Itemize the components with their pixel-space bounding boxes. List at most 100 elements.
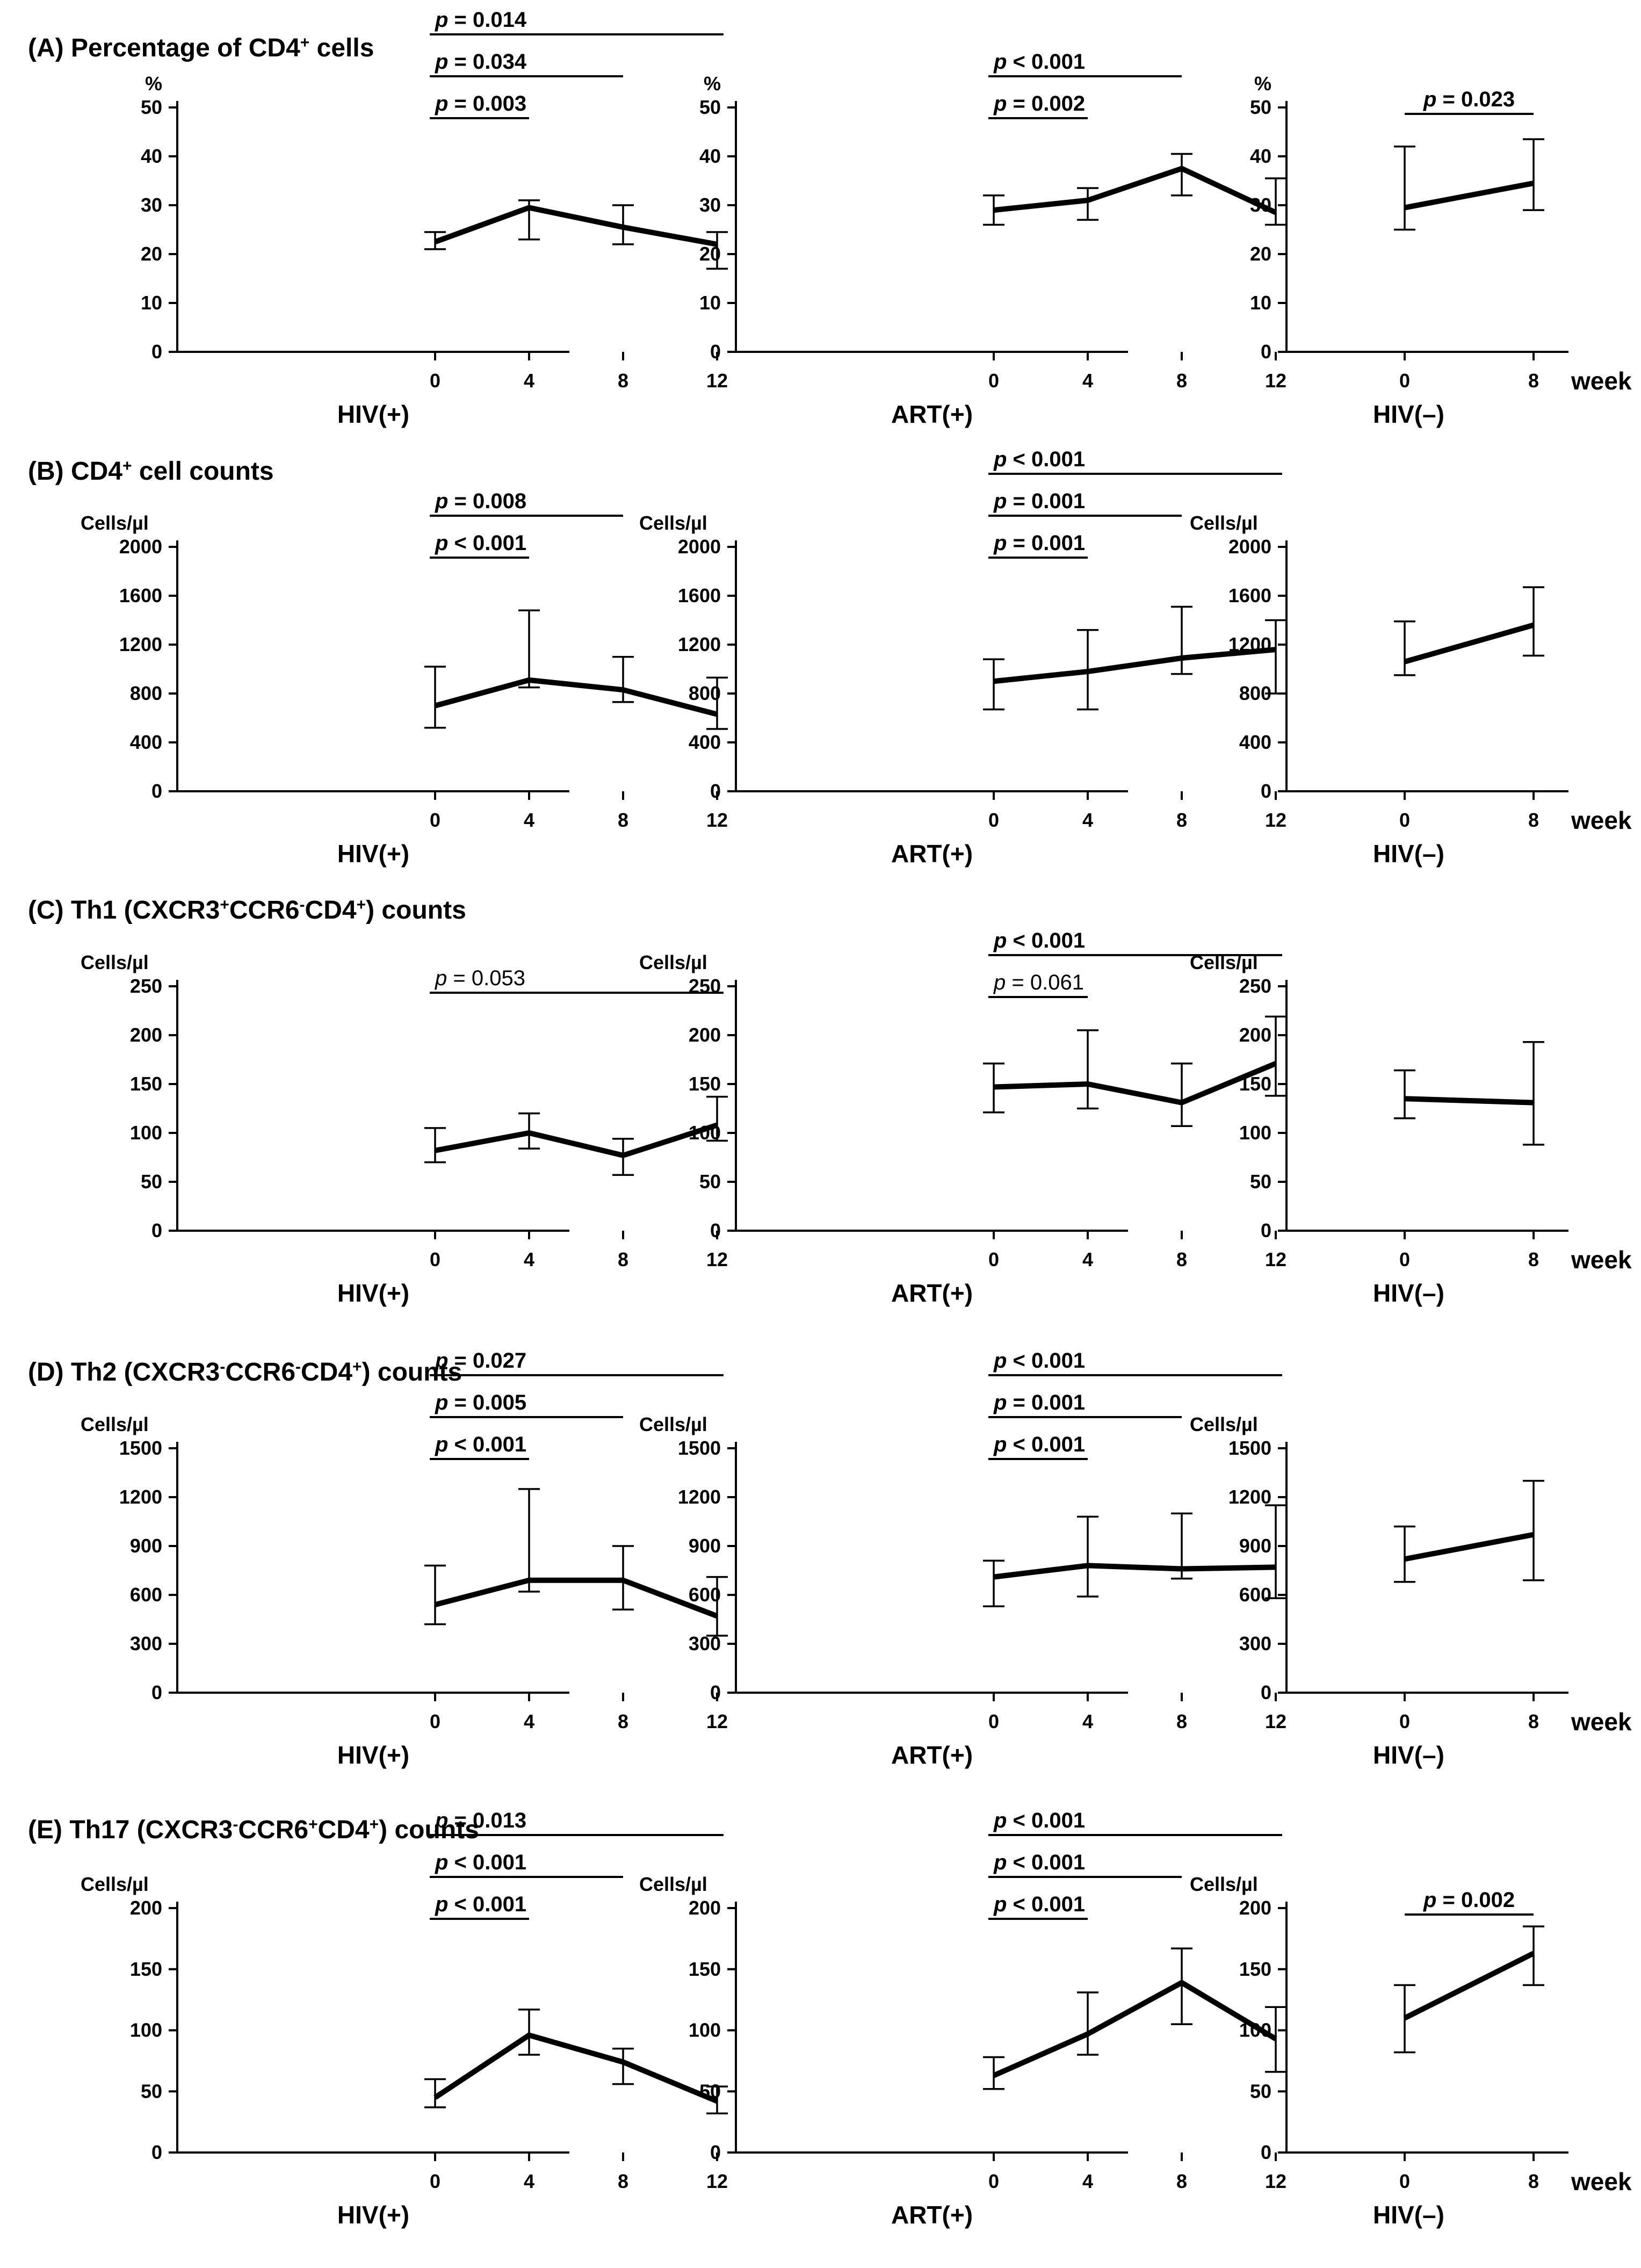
group-label: HIV(+) xyxy=(337,1279,409,1307)
x-tick-label: 4 xyxy=(1082,2170,1093,2192)
y-unit-label: Cells/µl xyxy=(639,1873,707,1895)
y-tick-label: 150 xyxy=(130,1073,162,1095)
y-tick-label: 50 xyxy=(699,2080,721,2102)
p-value: = 0.023 xyxy=(1436,88,1515,111)
x-tick-label: 8 xyxy=(1176,1248,1187,1270)
p-value-label: p = 0.013 xyxy=(435,1809,526,1832)
p-value-label: p < 0.001 xyxy=(435,1893,526,1916)
row-title: (C) Th1 (CXCR3+CCR6-CD4+) counts xyxy=(28,896,466,925)
title-text: CD4 xyxy=(305,896,357,924)
y-tick-label: 40 xyxy=(1250,145,1271,167)
y-tick-label: 0 xyxy=(1261,1681,1271,1703)
p-value-label: p = 0.027 xyxy=(435,1349,526,1373)
p-value: < 0.001 xyxy=(1007,1433,1085,1456)
y-tick-label: 200 xyxy=(130,1897,162,1919)
p-symbol: p xyxy=(435,966,447,990)
y-tick-label: 0 xyxy=(710,1219,721,1241)
p-value: = 0.027 xyxy=(448,1349,526,1373)
p-symbol: p xyxy=(993,1433,1007,1456)
y-unit-label: Cells/µl xyxy=(639,1413,707,1435)
x-tick-label: 4 xyxy=(1082,370,1093,392)
mean-line xyxy=(433,2032,718,2104)
y-tick-label: 400 xyxy=(689,731,721,753)
y-tick-label: 150 xyxy=(689,1073,721,1095)
p-symbol: p xyxy=(993,447,1007,471)
p-value: = 0.001 xyxy=(1007,1391,1085,1414)
x-unit-label: week xyxy=(1571,1708,1632,1736)
p-value: < 0.001 xyxy=(1007,1809,1085,1832)
y-tick-label: 900 xyxy=(130,1535,162,1557)
p-value-label: p = 0.008 xyxy=(435,489,526,513)
y-tick-label: 50 xyxy=(1250,1171,1271,1193)
y-unit-label: Cells/µl xyxy=(81,1873,149,1895)
mean-line xyxy=(1404,622,1535,664)
p-symbol: p xyxy=(435,1893,448,1916)
y-tick-label: 1200 xyxy=(678,633,721,655)
y-tick-label: 0 xyxy=(151,341,162,363)
y-tick-label: 150 xyxy=(689,1958,721,1980)
title-text: CD4 xyxy=(301,1358,352,1386)
y-tick-label: 2000 xyxy=(678,536,721,558)
y-tick-label: 10 xyxy=(699,292,721,314)
title-superscript: + xyxy=(370,1816,379,1833)
y-tick-label: 300 xyxy=(130,1633,162,1655)
y-unit-label: Cells/µl xyxy=(639,512,707,534)
p-value: < 0.001 xyxy=(1007,1893,1085,1916)
x-tick-label: 0 xyxy=(1399,2170,1410,2192)
p-value-label: p < 0.001 xyxy=(993,1851,1085,1874)
y-tick-label: 50 xyxy=(141,2080,162,2102)
p-value-label: p = 0.014 xyxy=(435,8,527,32)
x-tick-label: 0 xyxy=(988,1710,999,1732)
y-tick-label: 50 xyxy=(141,96,162,118)
row-title: (B) CD4+ cell counts xyxy=(28,457,274,486)
y-tick-label: 50 xyxy=(699,96,721,118)
p-value: = 0.014 xyxy=(448,8,526,32)
p-value-label: p < 0.001 xyxy=(993,1349,1085,1373)
p-symbol: p xyxy=(993,489,1007,513)
mean-line xyxy=(993,165,1277,215)
title-text: CD4 xyxy=(318,1816,370,1844)
group-label: ART(+) xyxy=(891,840,973,868)
x-unit-label: week xyxy=(1571,367,1632,395)
y-unit-label: % xyxy=(1254,73,1271,95)
title-superscript: - xyxy=(300,896,305,914)
group-label: HIV(+) xyxy=(337,2201,409,2229)
title-superscript: + xyxy=(308,1816,318,1833)
title-superscript: + xyxy=(220,896,229,914)
x-tick-label: 8 xyxy=(1176,809,1187,831)
x-tick-label: 4 xyxy=(524,809,534,831)
y-tick-label: 600 xyxy=(130,1584,162,1606)
title-text: ) counts xyxy=(379,1816,479,1844)
group-label: ART(+) xyxy=(891,400,973,428)
p-value: = 0.053 xyxy=(447,966,525,990)
p-symbol: p xyxy=(435,1433,448,1456)
x-unit-label: week xyxy=(1571,2168,1632,2195)
y-tick-label: 200 xyxy=(1239,1897,1271,1919)
panel-a-hivminus: 0 10 20 30 40 50% 0 8 HIV(–) week p = 0.023 xyxy=(1250,73,1632,428)
y-tick-label: 1200 xyxy=(1228,1486,1271,1508)
y-unit-label: Cells/µl xyxy=(81,951,149,973)
x-unit-label: week xyxy=(1571,1246,1632,1274)
p-value: < 0.001 xyxy=(448,1851,526,1874)
y-tick-label: 0 xyxy=(710,341,721,363)
group-label: HIV(–) xyxy=(1373,840,1444,868)
row-title: (D) Th2 (CXCR3-CCR6-CD4+) counts xyxy=(28,1358,462,1387)
title-text: cells xyxy=(309,34,374,62)
title-superscript: + xyxy=(300,34,310,52)
y-tick-label: 20 xyxy=(699,243,721,265)
title-text: ) counts xyxy=(366,896,466,924)
x-tick-label: 12 xyxy=(1265,1248,1286,1270)
group-label: HIV(–) xyxy=(1373,1741,1444,1769)
p-value-label: p = 0.001 xyxy=(993,1391,1085,1414)
x-tick-label: 4 xyxy=(524,1710,534,1732)
y-tick-label: 0 xyxy=(710,1681,721,1703)
y-tick-label: 250 xyxy=(689,975,721,997)
p-value-label: p = 0.005 xyxy=(435,1391,526,1414)
